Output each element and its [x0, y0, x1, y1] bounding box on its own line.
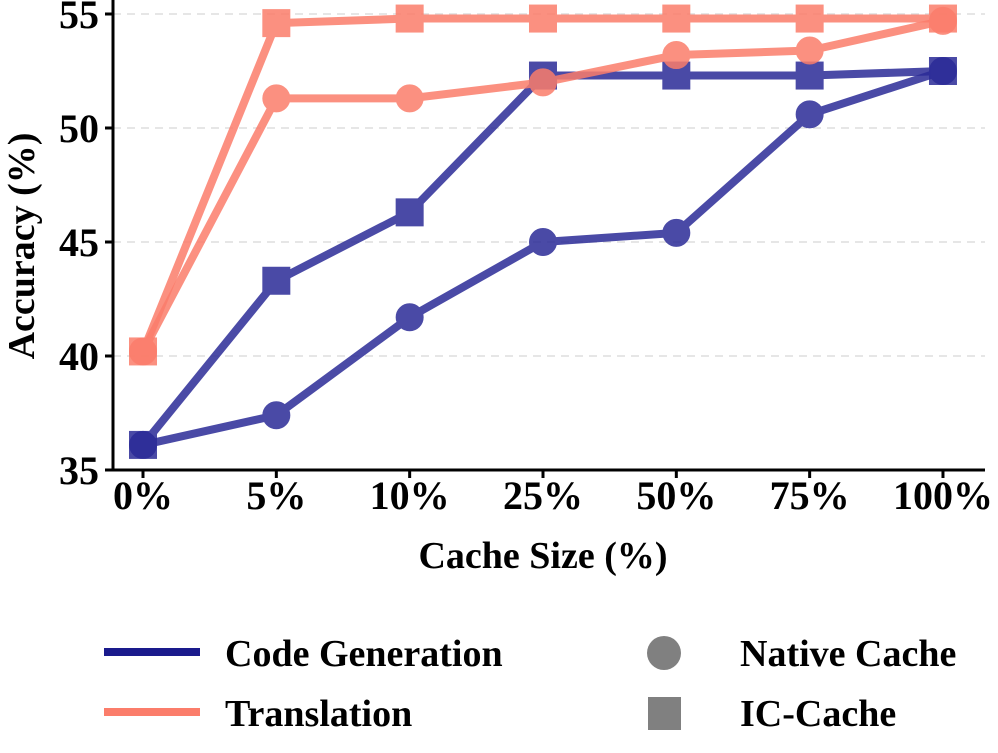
data-point-circle [262, 401, 291, 430]
data-point-square [129, 337, 157, 366]
data-point-square [795, 4, 824, 33]
data-point-circle [795, 100, 824, 129]
y-tick-label: 55 [59, 0, 99, 37]
data-point-square [528, 4, 557, 33]
x-tick-label: 75% [770, 473, 850, 518]
y-tick-label: 35 [59, 448, 99, 493]
legend-label-ic-cache: IC-Cache [740, 693, 896, 735]
tick-labels: 35 40 45 50 55 0% 5% 10% 25% 50% 75% 100% [59, 0, 993, 518]
y-tick-label: 45 [59, 220, 99, 265]
series-translation-native-cache [129, 6, 957, 366]
data-point-circle [395, 84, 424, 113]
series-translation-ic-cache [129, 4, 957, 366]
series-code-generation-ic-cache [129, 57, 957, 459]
legend-square-marker-icon [648, 697, 681, 730]
legend-label-code-generation: Code Generation [225, 633, 503, 675]
x-tick-label: 50% [636, 473, 716, 518]
data-point-circle [662, 218, 691, 247]
x-tick-label: 10% [370, 473, 450, 518]
data-point-circle [262, 84, 291, 113]
data-point-circle [528, 68, 557, 97]
data-point-circle [662, 41, 691, 70]
legend: Code Generation Translation Native Cache… [104, 633, 956, 735]
data-point-square [129, 430, 157, 459]
data-point-circle [795, 36, 824, 65]
data-point-square [395, 4, 424, 33]
legend-circle-marker-icon [647, 636, 681, 670]
data-point-square [795, 61, 824, 90]
data-point-square [262, 266, 291, 295]
data-point-circle [528, 228, 557, 256]
data-point-square [928, 4, 957, 33]
series-code-generation-native-cache [129, 57, 957, 459]
data-point-square [662, 4, 691, 33]
data-point-circle [395, 303, 424, 332]
x-tick-label: 25% [503, 473, 583, 518]
y-axis-title: Accuracy (%) [1, 133, 43, 360]
legend-label-translation: Translation [225, 693, 412, 735]
legend-label-native-cache: Native Cache [740, 633, 956, 675]
y-tick-label: 50 [59, 106, 99, 151]
data-point-square [395, 198, 424, 227]
axes [105, 0, 985, 478]
x-tick-label: 100% [893, 473, 993, 518]
x-tick-label: 5% [246, 473, 306, 518]
series-lines [129, 4, 957, 459]
x-axis-title: Cache Size (%) [418, 535, 667, 577]
data-point-square [928, 57, 957, 85]
x-tick-label: 0% [113, 473, 173, 518]
data-point-square [262, 9, 291, 38]
y-tick-label: 40 [59, 334, 99, 379]
